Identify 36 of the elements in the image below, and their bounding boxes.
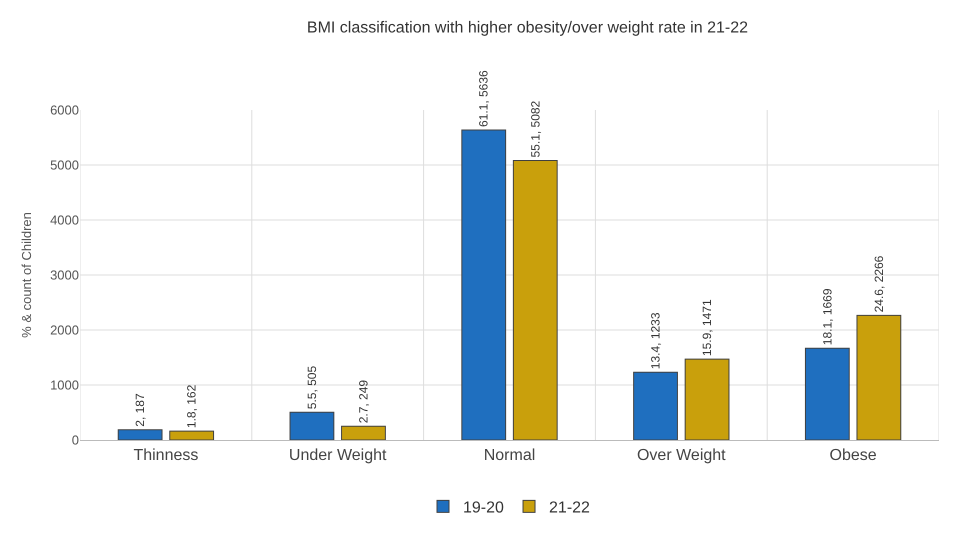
bar: [461, 130, 506, 440]
bar: [290, 412, 334, 440]
y-tick-label: 2000: [50, 322, 79, 338]
data-label: 61.1, 5636: [476, 70, 491, 128]
bar: [804, 348, 850, 440]
data-label: 2.7, 249: [356, 380, 370, 424]
data-label: 5.5, 505: [304, 366, 319, 410]
bar: [512, 160, 558, 440]
data-label: 24.6, 2266: [872, 255, 886, 312]
data-label: 2, 187: [133, 393, 148, 427]
legend-label: 19-20: [463, 500, 504, 517]
legend-label: 21-22: [549, 500, 590, 517]
data-label: 18.1, 1669: [820, 288, 834, 346]
x-tick-label: Over Weight: [636, 447, 726, 464]
data-label: 13.4, 1233: [648, 312, 663, 370]
x-tick-label: Under Weight: [288, 447, 388, 464]
bar: [341, 426, 386, 440]
y-tick-label: 3000: [50, 268, 79, 283]
data-label: 15.9, 1471: [700, 299, 714, 356]
bar: [684, 358, 730, 440]
data-label: 55.1, 5082: [528, 100, 542, 158]
y-tick-label: 1000: [50, 378, 79, 393]
y-tick-label: 0: [72, 432, 79, 448]
bar: [856, 314, 902, 440]
y-axis-title: % & count of Children: [19, 212, 34, 338]
y-tick-label: 4000: [50, 212, 79, 228]
x-tick-label: Normal: [484, 447, 536, 464]
chart-title: BMI classification with higher obesity/over weight rate in 21-22: [306, 20, 748, 37]
y-tick-label: 5000: [50, 158, 79, 173]
x-tick-label: Obese: [830, 447, 877, 464]
bar: [633, 372, 678, 440]
data-label: 1.8, 162: [184, 384, 199, 428]
x-tick-label: Thinness: [133, 447, 198, 464]
bar: [169, 430, 214, 440]
bar: [118, 429, 163, 440]
y-tick-label: 6000: [50, 102, 79, 118]
